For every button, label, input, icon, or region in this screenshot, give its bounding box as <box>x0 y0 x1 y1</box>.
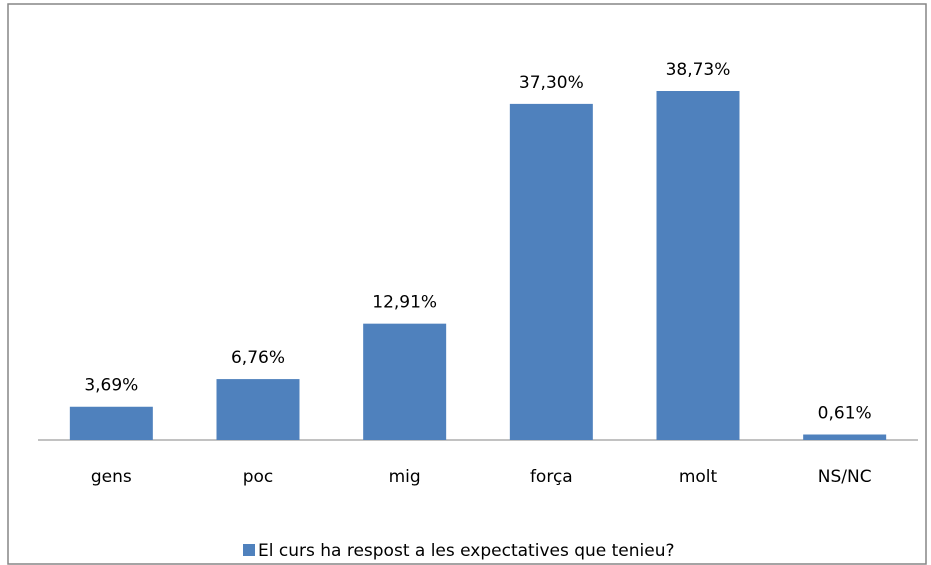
bar <box>509 103 593 441</box>
x-tick-label: mig <box>389 467 421 487</box>
bar <box>803 434 887 440</box>
x-tick-label: força <box>530 467 573 487</box>
value-label: 6,76% <box>231 348 285 368</box>
x-tick-label: NS/NC <box>818 467 872 487</box>
bar <box>363 323 447 440</box>
bar <box>216 379 300 440</box>
legend-label: El curs ha respost a les expectatives qu… <box>258 541 675 561</box>
value-label: 38,73% <box>666 60 731 80</box>
value-label: 0,61% <box>818 404 872 424</box>
value-label: 37,30% <box>519 73 584 93</box>
bar <box>656 91 740 440</box>
value-label: 3,69% <box>84 376 138 396</box>
chart-frame <box>7 3 927 565</box>
x-tick-label: gens <box>91 467 132 487</box>
bar <box>69 406 153 440</box>
value-label: 12,91% <box>372 293 437 313</box>
x-tick-label: molt <box>679 467 718 487</box>
x-tick-label: poc <box>243 467 274 487</box>
legend-swatch <box>243 544 255 556</box>
